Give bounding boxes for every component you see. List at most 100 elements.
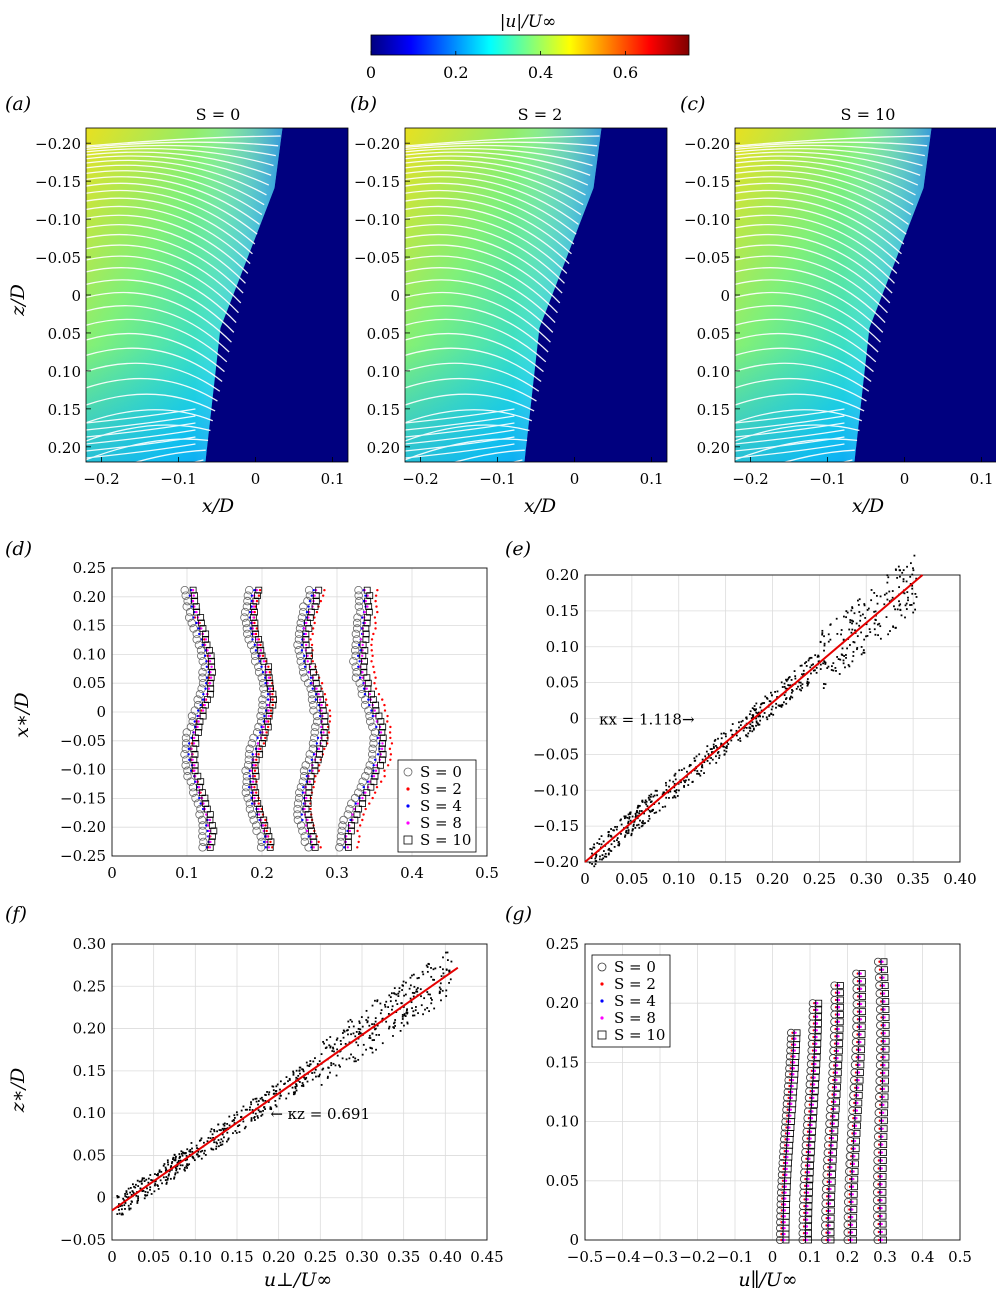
marker-dot [253, 1117, 255, 1119]
marker-dot [898, 569, 901, 572]
marker-square [249, 614, 257, 621]
marker-square [837, 982, 844, 989]
panel-e-tag: (e) [505, 538, 531, 560]
marker-dot [726, 745, 728, 748]
marker-square [379, 750, 387, 758]
marker-circle [310, 728, 319, 737]
marker-dot [149, 1174, 152, 1176]
marker-dot [376, 753, 380, 756]
marker-dot [409, 997, 412, 1000]
marker-dot [786, 678, 789, 681]
marker-dot [323, 692, 327, 696]
marker-dot [766, 697, 769, 700]
marker-square [206, 816, 214, 824]
y-tick-label: −0.05 [684, 249, 730, 267]
marker-dot [881, 1135, 884, 1138]
marker-dot [223, 1124, 226, 1127]
x-tick-label: −0.1 [479, 470, 515, 488]
marker-dot [193, 736, 196, 740]
marker-circle [257, 837, 266, 847]
marker-dot [357, 1058, 360, 1061]
marker-dot [824, 663, 827, 665]
marker-dot [859, 1018, 863, 1021]
marker-dot [129, 1187, 132, 1189]
marker-dot [591, 863, 593, 865]
marker-dot [878, 622, 881, 625]
marker-square [193, 608, 201, 616]
marker-dot [153, 1180, 156, 1183]
x-tick-label: 0.20 [262, 1248, 295, 1266]
x-tick-label: 0.1 [321, 470, 345, 488]
marker-dot [267, 846, 271, 849]
marker-dot [883, 603, 886, 606]
marker-dot [124, 1202, 127, 1204]
marker-dot [220, 1129, 222, 1132]
panel-f-ylabel: z∗/D [7, 1068, 29, 1114]
marker-dot [126, 1193, 129, 1196]
marker-circle [198, 668, 207, 677]
marker-dot [863, 604, 866, 607]
marker-square [815, 1006, 823, 1014]
marker-dot [790, 1090, 794, 1094]
marker-dot [302, 1068, 305, 1071]
streamline [85, 205, 251, 265]
legend-box [591, 954, 671, 1048]
x-tick-label: 0 [570, 470, 580, 488]
marker-square [881, 974, 889, 982]
marker-dot [393, 987, 396, 990]
marker-dot [386, 720, 389, 723]
marker-dot [272, 1093, 275, 1095]
marker-dot [262, 824, 265, 827]
marker-square [815, 1020, 822, 1027]
marker-square [266, 843, 274, 851]
marker-dot [310, 758, 314, 762]
marker-dot [800, 664, 803, 667]
marker-dot [709, 748, 712, 751]
marker-dot [784, 698, 787, 701]
marker-dot [268, 671, 271, 674]
marker-square [827, 1236, 835, 1244]
marker-dot [819, 668, 822, 670]
marker-dot [298, 1069, 301, 1072]
marker-dot [883, 1016, 886, 1019]
y-tick-label: 0.15 [697, 401, 730, 419]
streamline [734, 438, 858, 461]
marker-square [205, 646, 213, 654]
marker-dot [292, 1073, 295, 1076]
marker-square [827, 1214, 835, 1222]
marker-square [364, 679, 372, 687]
marker-dot [815, 1022, 819, 1025]
marker-dot [156, 1174, 159, 1177]
marker-dot [398, 990, 401, 993]
marker-dot [880, 1191, 883, 1194]
marker-dot [125, 1190, 128, 1193]
marker-square [834, 1083, 841, 1091]
marker-dot [448, 971, 451, 974]
marker-dot [640, 825, 643, 828]
streamline [85, 429, 196, 445]
marker-dot [698, 753, 701, 756]
marker-dot [311, 627, 315, 630]
streamline [85, 182, 258, 235]
marker-dot [295, 1076, 298, 1079]
marker-dot [221, 1127, 224, 1130]
marker-dot [641, 821, 643, 824]
streamline [85, 224, 246, 284]
marker-dot [377, 692, 381, 696]
y-tick-label: 0.05 [367, 325, 400, 343]
marker-dot [262, 660, 266, 663]
y-tick-label: 0.20 [73, 1020, 106, 1038]
marker-dot [271, 698, 274, 701]
marker-dot [665, 789, 668, 791]
marker-square [207, 674, 215, 682]
marker-dot [828, 1238, 831, 1242]
streamline [404, 135, 600, 147]
marker-dot [880, 1159, 884, 1162]
marker-dot [136, 1179, 139, 1182]
marker-dot [784, 1179, 788, 1183]
marker-dot [278, 1097, 281, 1100]
marker-dot [301, 791, 305, 794]
y-tick-label: 0 [720, 287, 730, 305]
legend-label: S = 8 [614, 1009, 656, 1027]
contour-xlabel-b: x/D [524, 495, 556, 517]
